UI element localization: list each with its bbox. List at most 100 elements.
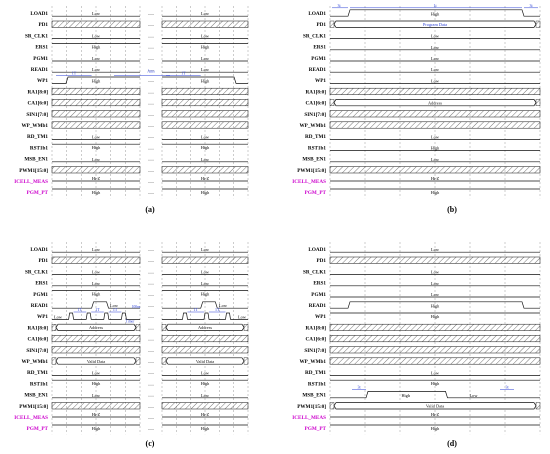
signal-label: SR_CLK1 <box>303 269 326 275</box>
level-label: Low <box>201 67 210 72</box>
level-label: Low <box>219 303 228 308</box>
level-label: High <box>92 190 101 195</box>
level-label: Low <box>92 11 101 16</box>
signal-label: PWM1[15:0] <box>19 168 48 174</box>
level-label: Low <box>431 134 440 139</box>
signal-label: PD1 <box>316 258 326 264</box>
level-label: Low <box>431 292 440 297</box>
level-label: Hi-Z <box>201 412 210 417</box>
dont-care-bus <box>243 357 249 365</box>
ellipsis-marker: … <box>148 22 154 28</box>
ellipsis-marker: … <box>148 157 154 163</box>
ellipsis-marker: … <box>148 314 154 320</box>
dont-care-bus <box>161 402 249 410</box>
level-label: High <box>431 190 440 195</box>
level-label: Low <box>201 247 210 252</box>
valid-bus <box>333 402 537 410</box>
time-label: 100ns <box>132 305 141 309</box>
dont-care-bus <box>51 20 141 28</box>
dont-care-bus <box>135 357 141 365</box>
level-label: Low <box>92 134 101 139</box>
level-label: High <box>201 381 210 386</box>
signal-label: WP1 <box>315 78 326 84</box>
time-label: 3t <box>357 384 361 389</box>
time-label: Ams <box>147 69 155 74</box>
level-label: Low <box>92 247 101 252</box>
dont-care-bus <box>161 256 249 264</box>
dont-care-bus <box>51 121 141 129</box>
panel-b: LOAD1 High 3t 1t 3t PD1 Program Data SR_CLK1 Low… <box>292 3 541 214</box>
dont-care-bus <box>161 87 249 95</box>
dont-care-bus <box>161 110 249 118</box>
ellipsis-marker: … <box>148 359 154 365</box>
signal-label: PGM_PT <box>305 190 327 196</box>
signal-label: ICELL_MEAS <box>14 415 48 421</box>
signal-label: SIN1[7:0] <box>26 112 48 118</box>
dont-care-bus <box>329 402 335 410</box>
time-label: 1T <box>95 307 100 312</box>
level-label: Low <box>92 34 101 39</box>
dont-care-bus <box>51 324 57 331</box>
signal-label: SIN1[7:0] <box>304 112 326 118</box>
signal-label: READ1 <box>31 67 49 73</box>
valid-bus <box>55 357 137 365</box>
signal-label: LOAD1 <box>308 11 326 17</box>
signal-label: SR_CLK1 <box>303 33 326 39</box>
dont-care-bus <box>51 166 141 174</box>
time-label: Timer <box>126 319 135 323</box>
bus-label: Address <box>428 100 442 105</box>
msb-trace <box>330 391 540 399</box>
dont-care-bus <box>51 402 141 410</box>
signal-label: PD1 <box>316 22 326 28</box>
dont-care-bus <box>135 324 141 331</box>
panel-caption: (b) <box>447 205 457 214</box>
signal-label: ICELL_MEAS <box>14 179 48 185</box>
time-label: 1T <box>78 307 83 312</box>
ellipsis-marker: … <box>148 370 154 376</box>
signal-label: ERS1 <box>35 281 48 287</box>
signal-label: SIN1[7:0] <box>26 348 48 354</box>
dont-care-bus <box>243 324 249 331</box>
signal-label: CA1[6:0] <box>28 101 49 107</box>
dont-care-bus <box>161 99 249 107</box>
level-label: High <box>431 146 440 151</box>
level-label: High <box>92 79 101 84</box>
ellipsis-marker: … <box>148 190 154 196</box>
time-label: 3t <box>337 3 341 8</box>
level-label: High <box>201 145 210 150</box>
level-label: Low <box>92 67 101 72</box>
level-label: High <box>431 426 440 431</box>
signal-label: SIN1[7:0] <box>304 348 326 354</box>
ellipsis-marker: … <box>148 11 154 17</box>
ellipsis-marker: … <box>148 134 154 140</box>
signal-label: SR_CLK1 <box>25 269 48 275</box>
signal-label: RST1b1 <box>30 381 49 387</box>
dont-care-bus <box>535 402 541 410</box>
signal-label: RA1[8:0] <box>28 89 49 95</box>
signal-label: RD_TM1 <box>305 134 326 140</box>
signal-label: ERS1 <box>313 45 326 51</box>
level-label: Low <box>92 370 101 375</box>
level-label: Low <box>110 303 119 308</box>
level-label: High <box>431 381 440 386</box>
level-label: High <box>201 426 210 431</box>
signal-label: RA1[8:0] <box>306 325 327 331</box>
bus-label: Address <box>89 325 103 330</box>
level-label: Low <box>201 270 210 275</box>
level-label: High <box>201 292 210 297</box>
bus-label: Valid Data <box>426 404 444 409</box>
dont-care-bus <box>51 335 141 343</box>
level-label: Low <box>238 314 247 319</box>
dont-care-bus <box>329 110 541 118</box>
level-label: Low <box>92 157 101 162</box>
dont-care-bus <box>161 324 167 331</box>
time-label: 3t <box>529 3 533 8</box>
dont-care-bus <box>535 99 541 107</box>
level-label: High <box>92 381 101 386</box>
signal-label: PGM1 <box>33 292 48 298</box>
ellipsis-marker: … <box>148 281 154 287</box>
dont-care-bus <box>161 335 249 343</box>
signal-label: RST1b1 <box>308 381 327 387</box>
level-label: Low <box>431 270 440 275</box>
signal-label: ICELL_MEAS <box>292 415 326 421</box>
